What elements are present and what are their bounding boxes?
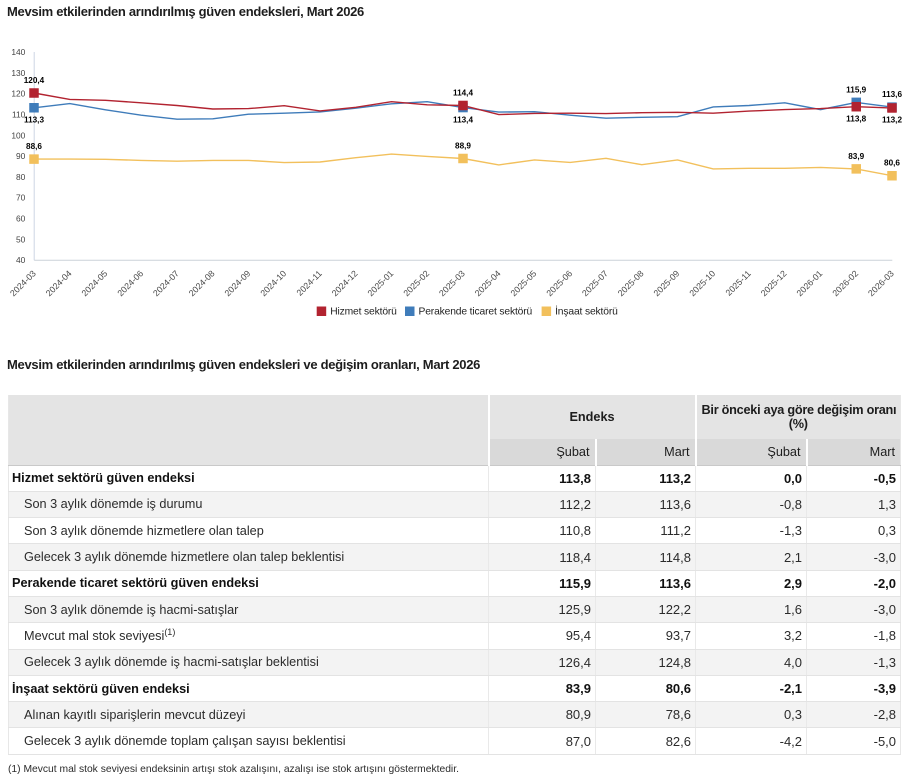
svg-text:2026-01: 2026-01 — [795, 268, 825, 298]
svg-text:88,9: 88,9 — [455, 142, 471, 151]
svg-text:2025-02: 2025-02 — [401, 268, 431, 298]
svg-text:100: 100 — [11, 130, 25, 140]
svg-text:70: 70 — [16, 193, 26, 203]
svg-text:113,8: 113,8 — [846, 114, 866, 123]
svg-text:Hizmet sektörü: Hizmet sektörü — [330, 307, 397, 318]
svg-text:2024-08: 2024-08 — [187, 268, 217, 298]
svg-text:2024-04: 2024-04 — [44, 268, 74, 298]
svg-text:114,4: 114,4 — [453, 89, 473, 98]
svg-text:113,6: 113,6 — [882, 90, 902, 99]
svg-text:2024-09: 2024-09 — [223, 268, 253, 298]
svg-text:2024-07: 2024-07 — [151, 268, 181, 298]
svg-text:80,6: 80,6 — [884, 159, 900, 168]
svg-text:115,9: 115,9 — [846, 85, 866, 94]
svg-text:83,9: 83,9 — [848, 152, 864, 161]
svg-text:2025-11: 2025-11 — [723, 268, 753, 298]
svg-text:İnşaat sektörü: İnşaat sektörü — [555, 305, 618, 318]
svg-text:2025-04: 2025-04 — [473, 268, 503, 298]
svg-text:2025-05: 2025-05 — [509, 268, 539, 298]
svg-text:2026-02: 2026-02 — [830, 268, 860, 298]
svg-text:2024-03: 2024-03 — [8, 268, 38, 298]
svg-text:2025-07: 2025-07 — [580, 268, 610, 298]
svg-text:Perakende ticaret sektörü: Perakende ticaret sektörü — [419, 307, 533, 318]
svg-text:2024-10: 2024-10 — [258, 268, 288, 298]
svg-text:2025-10: 2025-10 — [687, 268, 717, 298]
svg-text:113,2: 113,2 — [882, 116, 902, 125]
svg-text:2025-09: 2025-09 — [652, 268, 682, 298]
svg-text:2025-06: 2025-06 — [544, 268, 574, 298]
svg-text:2025-01: 2025-01 — [366, 268, 396, 298]
svg-text:2024-05: 2024-05 — [80, 268, 110, 298]
svg-text:130: 130 — [11, 68, 25, 78]
svg-text:113,3: 113,3 — [24, 116, 44, 125]
svg-text:120: 120 — [11, 89, 25, 99]
svg-text:60: 60 — [16, 214, 26, 224]
svg-text:140: 140 — [11, 47, 25, 57]
svg-text:2024-06: 2024-06 — [115, 268, 145, 298]
svg-text:2025-12: 2025-12 — [759, 268, 789, 298]
svg-text:2024-12: 2024-12 — [330, 268, 360, 298]
svg-text:90: 90 — [16, 151, 26, 161]
svg-text:50: 50 — [16, 234, 26, 244]
svg-text:2024-11: 2024-11 — [294, 268, 324, 298]
svg-text:120,4: 120,4 — [24, 76, 45, 85]
svg-text:110: 110 — [12, 110, 26, 120]
svg-text:88,6: 88,6 — [26, 142, 42, 151]
svg-text:40: 40 — [16, 255, 26, 265]
svg-text:113,4: 113,4 — [453, 115, 473, 124]
svg-text:2026-03: 2026-03 — [866, 268, 896, 298]
svg-text:2025-08: 2025-08 — [616, 268, 646, 298]
svg-text:80: 80 — [16, 172, 26, 182]
svg-text:2025-03: 2025-03 — [437, 268, 467, 298]
